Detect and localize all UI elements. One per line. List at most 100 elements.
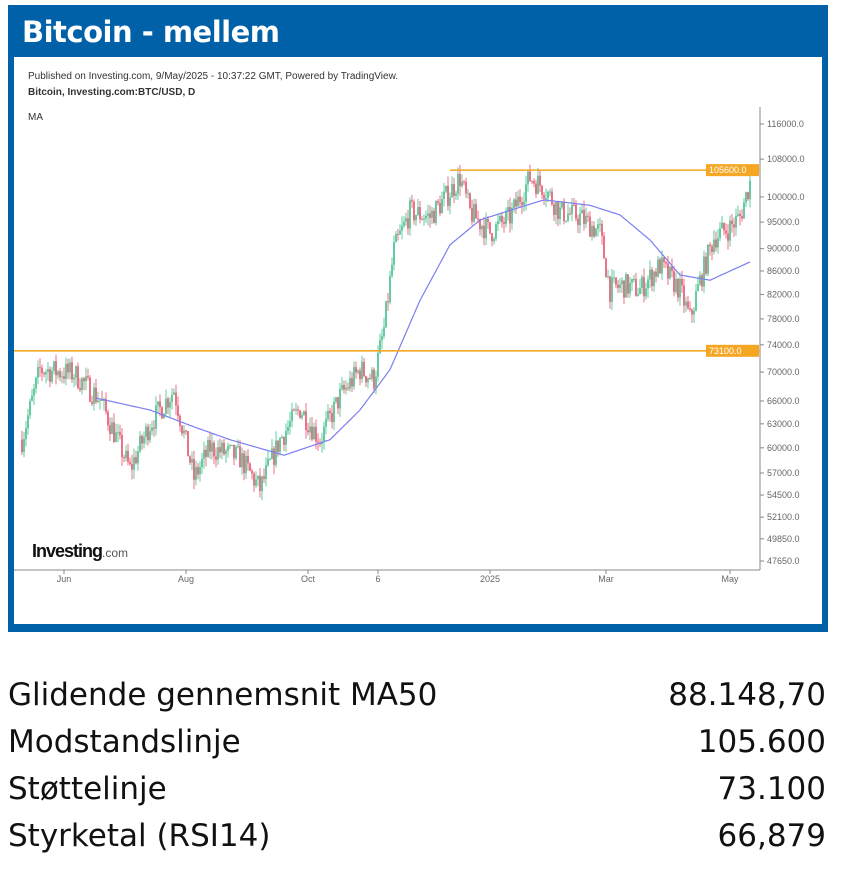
candle-up [391,264,393,277]
price-label-box [706,164,759,177]
candle-down [43,373,45,375]
candle-down [691,309,693,315]
candle-down [359,370,361,380]
candle-up [717,237,719,248]
candle-down [531,181,533,183]
candle-up [403,221,405,226]
candle-down [503,222,505,224]
candle-up [225,450,227,455]
candle-down [447,185,449,206]
candle-down [307,430,309,433]
candle-up [85,376,87,382]
candle-up [507,207,509,212]
candle-down [95,387,97,402]
candle-down [463,181,465,183]
candle-down [175,392,177,406]
y-tick-label: 52100.0 [767,512,800,522]
candle-up [53,361,55,371]
candle-down [725,230,727,234]
candle-down [127,450,129,462]
y-tick-label: 95000.0 [767,217,800,227]
candle-up [523,201,525,205]
candle-up [195,467,197,480]
candlestick-chart: 116000.0 108000.0 100000.0 95000.0 90000.0 86… [14,107,805,584]
candle-up [445,185,447,192]
candle-up [69,362,71,373]
candle-up [143,437,145,444]
candle-up [303,411,305,416]
candle-up [333,401,335,423]
candle-down [509,207,511,224]
candle-up [461,181,463,187]
candle-up [309,426,311,433]
x-tick-label: May [721,574,739,584]
candle-down [469,193,471,208]
candle-down [273,448,275,465]
candle-up [511,207,513,224]
candle-down [305,411,307,431]
candle-up [323,426,325,442]
candle-up [61,376,63,378]
y-tick-label: 116000.0 [767,119,804,129]
candle-up [669,266,671,279]
candle-down [733,224,735,228]
y-tick-label: 108000.0 [767,154,805,164]
candle-down [529,171,531,182]
candle-up [47,369,49,373]
candle-up [629,282,631,294]
candle-up [473,203,475,222]
candle-up [379,340,381,353]
candle-up [271,448,273,459]
candle-up [633,279,635,281]
candle-down [193,459,195,480]
y-tick-label: 86000.0 [767,266,800,276]
candle-down [239,446,241,468]
candle-up [485,218,487,239]
price-label: 105600.0 [709,165,747,175]
candle-up [719,228,721,238]
candle-up [375,376,377,389]
candle-up [399,230,401,235]
candle-down [705,256,707,274]
candle-up [335,397,337,402]
candle-down [135,457,137,464]
candle-down [489,222,491,234]
candle-down [243,453,245,474]
candle-up [245,455,247,474]
candle-up [99,399,101,401]
candle-down [59,371,61,378]
candle-up [641,277,643,289]
y-tick-label: 82000.0 [767,289,800,299]
candle-down [421,219,423,221]
stat-value: 73.100 [717,771,826,807]
candle-up [207,440,209,457]
candle-down [247,455,249,464]
candle-down [569,213,571,215]
candle-down [215,456,217,460]
candle-up [729,220,731,241]
candle-up [325,418,327,427]
candle-up [517,196,519,207]
candle-up [675,278,677,292]
candle-up [389,276,391,303]
candle-up [697,284,699,292]
candle-up [415,215,417,221]
candle-up [597,224,599,229]
candle-up [125,450,127,459]
candle-up [435,201,437,224]
candle-up [97,400,99,402]
candle-down [49,369,51,382]
candle-down [731,220,733,225]
candle-up [555,201,557,215]
candle-down [433,210,435,224]
candle-down [187,430,189,457]
candle-down [249,463,251,471]
candle-down [177,405,179,417]
candle-up [257,475,259,480]
candle-up [513,199,515,208]
candle-up [401,225,403,231]
candle-down [113,422,115,442]
candle-up [685,301,687,306]
candle-up [381,336,383,341]
indicator-label: MA [28,112,43,123]
